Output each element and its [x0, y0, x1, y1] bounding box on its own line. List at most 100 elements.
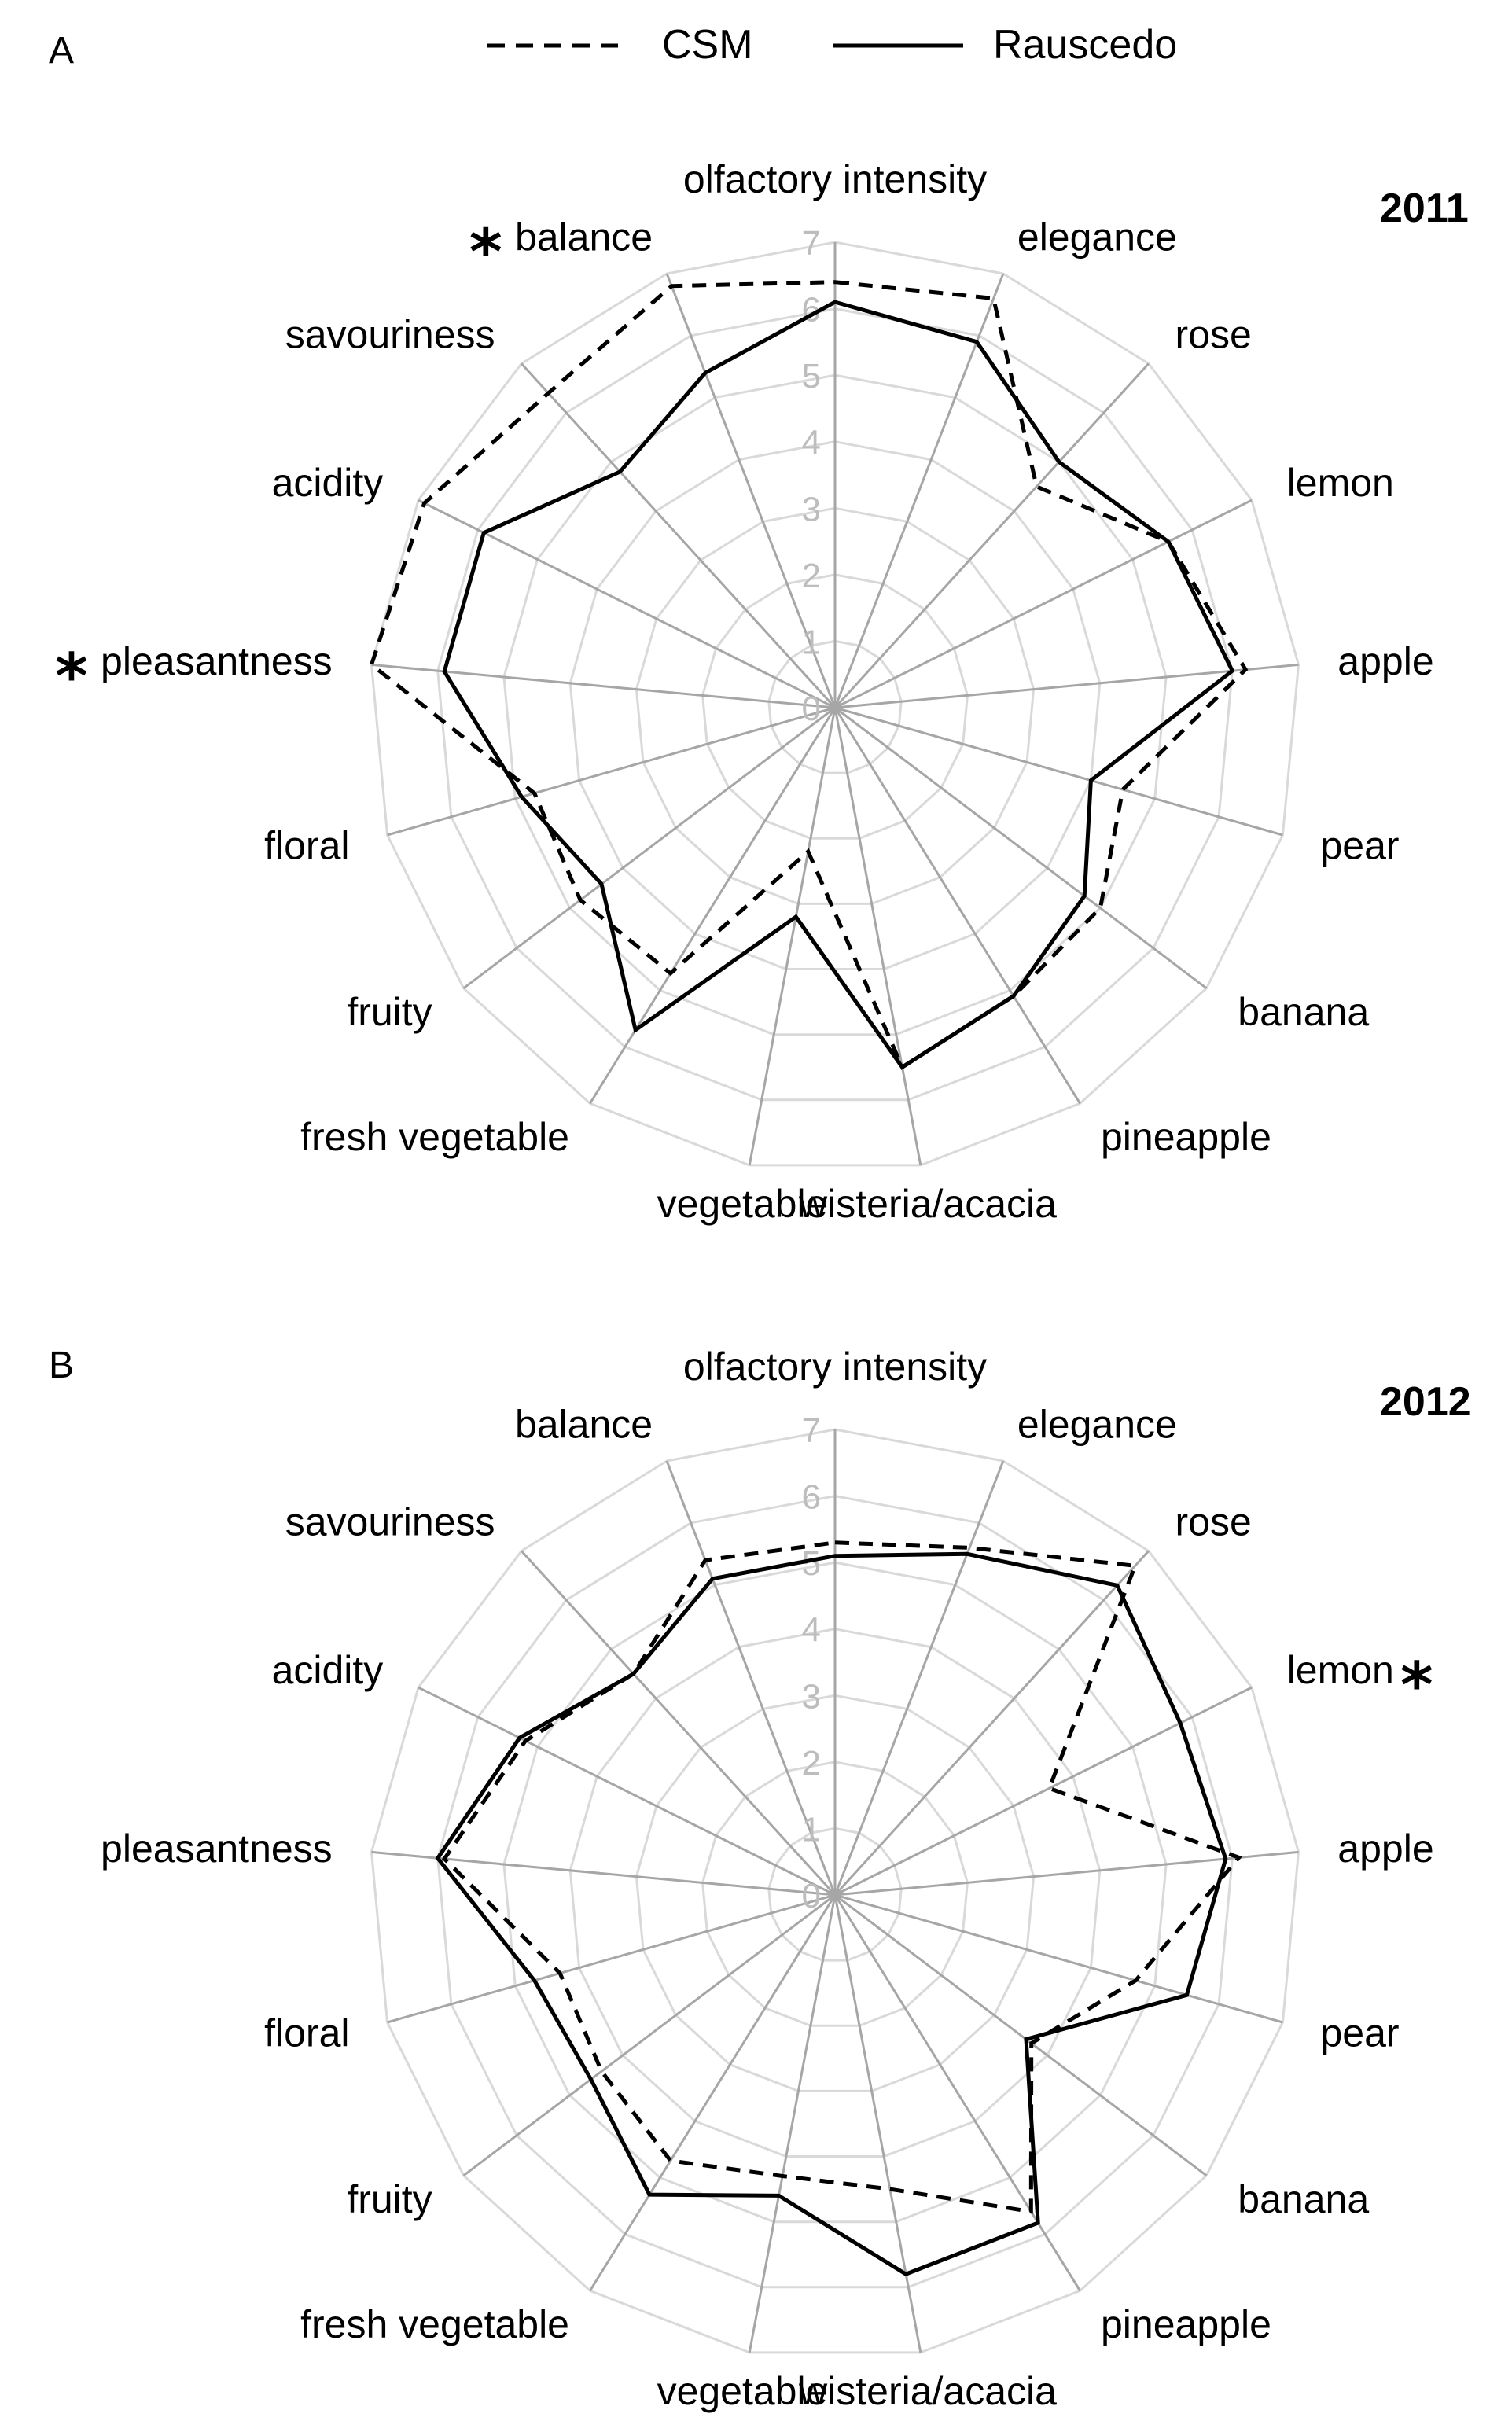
axis-label-lemon: lemon: [1287, 1648, 1394, 1692]
year-label: 2012: [1380, 1379, 1471, 1425]
grid-ring: [502, 1561, 1168, 2224]
axis-label-savouriness: savouriness: [285, 1500, 495, 1544]
grid-ring: [568, 1628, 1102, 2158]
tick-label: 0: [802, 690, 821, 728]
spoke-pear: [834, 1893, 1283, 2024]
axis-label-pleasantness: pleasantness: [101, 1827, 333, 1871]
legend-csm-label: CSM: [662, 22, 753, 68]
spoke-rose: [833, 362, 1150, 709]
tick-label: 3: [802, 1677, 821, 1716]
axis-label-pineapple: pineapple: [1101, 1115, 1271, 1159]
axis-label-olfactory-intensity: olfactory intensity: [683, 157, 987, 201]
axis-label-wisteria-acacia: wisteria/acacia: [798, 2369, 1057, 2413]
grid-ring: [767, 639, 903, 774]
axis-label-floral: floral: [264, 824, 349, 868]
spoke-pear: [834, 706, 1283, 837]
spoke-fresh-vegetable: [589, 1894, 837, 2292]
axis-label-elegance: elegance: [1017, 215, 1177, 259]
series-csm: [369, 280, 1249, 1070]
tick-label: 4: [802, 424, 821, 462]
axis-label-pear: pear: [1321, 824, 1400, 868]
significance-star: *: [1400, 1649, 1433, 1722]
tick-label: 6: [802, 1478, 821, 1517]
tick-label: 2: [802, 557, 821, 595]
spoke-balance: [665, 273, 837, 708]
legend: CSM Rauscedo: [487, 22, 1177, 68]
series-csm: [441, 1540, 1242, 2214]
spoke-lemon: [834, 499, 1253, 709]
grid-ring: [436, 307, 1234, 1102]
axis-label-rose: rose: [1175, 1500, 1252, 1544]
spoke-lemon: [834, 1686, 1253, 1897]
spoke-banana: [834, 1893, 1208, 2176]
spoke-elegance: [833, 273, 1005, 708]
panel-letter: A: [49, 30, 74, 72]
tick-label: 1: [802, 623, 821, 661]
spoke-wisteria-acacia: [833, 707, 922, 1166]
axis-label-fruity: fruity: [347, 990, 432, 1034]
spoke-pineapple: [833, 707, 1081, 1105]
axis-label-balance: balance: [515, 215, 653, 259]
radar-series: [435, 1540, 1242, 2276]
spoke-acidity: [418, 1686, 836, 1897]
grid-ring: [502, 373, 1168, 1036]
spoke-fruity: [462, 1893, 836, 2176]
spoke-apple: [834, 1850, 1299, 1897]
spoke-fruity: [462, 706, 836, 989]
radar-spokes: [371, 1429, 1299, 2353]
axis-label-apple: apple: [1337, 1827, 1433, 1871]
spoke-floral: [387, 1893, 836, 2024]
spoke-apple: [834, 663, 1299, 709]
axis-label-vegetable: vegetable: [657, 1182, 828, 1226]
axis-label-banana: banana: [1238, 2177, 1369, 2221]
spoke-banana: [834, 706, 1208, 989]
panel-letter: B: [49, 1345, 74, 1386]
grid-ring: [370, 241, 1300, 1167]
spoke-floral: [387, 706, 836, 837]
radar-series: [369, 280, 1249, 1070]
tick-label: 5: [802, 1544, 821, 1583]
spoke-savouriness: [521, 1550, 837, 1897]
grid-ring: [436, 1495, 1234, 2289]
spoke-vegetable: [748, 707, 837, 1166]
axis-label-savouriness: savouriness: [285, 313, 495, 357]
axis-label-acidity: acidity: [272, 461, 384, 505]
series-rauscedo: [435, 1551, 1228, 2276]
axis-label-lemon: lemon: [1287, 461, 1394, 505]
significance-star: *: [55, 640, 88, 713]
radar-axis-labels: olfactory intensity elegance rose lemon * app…: [101, 1345, 1434, 2413]
axis-label-vegetable: vegetable: [657, 2369, 828, 2413]
tick-label: 4: [802, 1611, 821, 1650]
axis-label-rose: rose: [1175, 313, 1252, 357]
axis-label-fruity: fruity: [347, 2177, 432, 2221]
axis-label-fresh-vegetable: fresh vegetable: [300, 1115, 569, 1159]
spoke-pleasantness: [371, 663, 836, 709]
axis-label-balance: balance: [515, 1402, 653, 1446]
spoke-pleasantness: [371, 1850, 836, 1897]
spoke-fresh-vegetable: [589, 707, 837, 1105]
grid-ring: [635, 1694, 1036, 2092]
axis-label-acidity: acidity: [272, 1648, 384, 1692]
axis-label-olfactory-intensity: olfactory intensity: [683, 1345, 987, 1389]
spoke-wisteria-acacia: [833, 1894, 922, 2353]
tick-label: 2: [802, 1744, 821, 1783]
grid-ring: [701, 1761, 969, 2027]
year-label: 2011: [1380, 186, 1469, 231]
spoke-elegance: [833, 1460, 1005, 1896]
axis-label-wisteria-acacia: wisteria/acacia: [798, 1182, 1057, 1226]
radar-panel-2012: B 2012 0 1 2 3 4 5 6 7 olfactory intensity elega…: [49, 1345, 1471, 2413]
axis-label-elegance: elegance: [1017, 1402, 1177, 1446]
grid-ring: [635, 506, 1036, 905]
radar-grid: [370, 241, 1300, 1167]
grid-ring: [370, 1428, 1300, 2354]
axis-label-fresh-vegetable: fresh vegetable: [300, 2302, 569, 2346]
axis-label-pineapple: pineapple: [1101, 2302, 1271, 2346]
spoke-balance: [665, 1460, 837, 1896]
tick-label: 3: [802, 490, 821, 528]
spoke-pineapple: [833, 1894, 1081, 2292]
significance-star: *: [469, 215, 502, 289]
